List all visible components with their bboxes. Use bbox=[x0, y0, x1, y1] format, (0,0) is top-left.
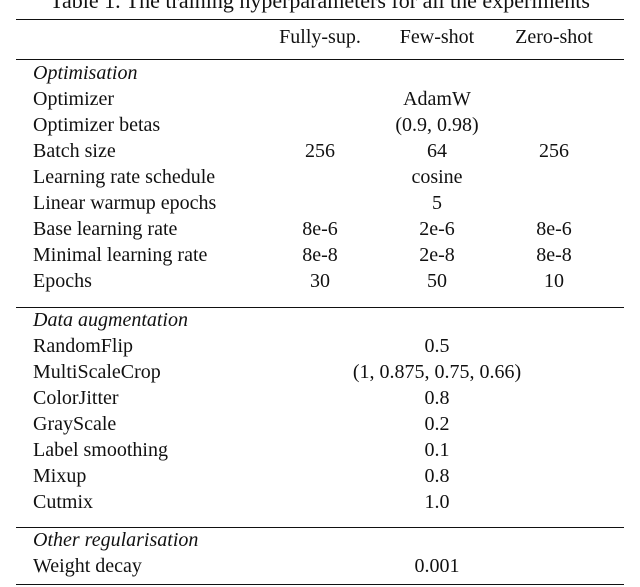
row-label: Linear warmup epochs bbox=[33, 192, 217, 214]
row-label: RandomFlip bbox=[33, 335, 134, 357]
cell-value: 8e-8 bbox=[536, 244, 572, 266]
cell-value: 8e-6 bbox=[536, 218, 572, 240]
row-label: GrayScale bbox=[33, 413, 117, 435]
cell-value: 2e-6 bbox=[419, 218, 455, 240]
shared-value: AdamW bbox=[403, 88, 471, 110]
shared-value: 1.0 bbox=[424, 491, 450, 513]
row-label: Cutmix bbox=[33, 491, 94, 513]
cell-value: 256 bbox=[539, 140, 569, 162]
section-title: Optimisation bbox=[33, 62, 138, 84]
row-label: Label smoothing bbox=[33, 439, 168, 461]
table-row: Learning rate schedule cosine bbox=[0, 164, 640, 190]
table-row: Weight decay 0.001 bbox=[0, 553, 640, 579]
header-rule bbox=[16, 59, 624, 60]
shared-value: 0.8 bbox=[424, 465, 450, 487]
shared-value: 0.1 bbox=[424, 439, 450, 461]
header-row: Fully-sup. Few-shot Zero-shot bbox=[0, 24, 640, 50]
cell-value: 2e-8 bbox=[419, 244, 455, 266]
shared-value: 0.8 bbox=[424, 387, 450, 409]
table-caption: Table 1. The training hyperparameters fo… bbox=[50, 0, 590, 13]
table-row: Cutmix 1.0 bbox=[0, 489, 640, 515]
table-row: Mixup 0.8 bbox=[0, 463, 640, 489]
top-rule bbox=[16, 19, 624, 20]
row-label: Optimizer betas bbox=[33, 114, 161, 136]
row-label: MultiScaleCrop bbox=[33, 361, 161, 383]
row-label: Weight decay bbox=[33, 555, 142, 577]
section-header-row: Other regularisation bbox=[0, 527, 640, 553]
section-header-row: Data augmentation bbox=[0, 307, 640, 333]
column-header: Zero-shot bbox=[515, 26, 593, 48]
bottom-rule bbox=[16, 584, 624, 585]
cell-value: 8e-6 bbox=[302, 218, 338, 240]
cell-value: 50 bbox=[427, 270, 447, 292]
row-label: Minimal learning rate bbox=[33, 244, 208, 266]
section-title: Data augmentation bbox=[33, 309, 188, 331]
table-row: Batch size 256 64 256 bbox=[0, 138, 640, 164]
column-header: Fully-sup. bbox=[279, 26, 361, 48]
table-row: RandomFlip 0.5 bbox=[0, 333, 640, 359]
table-row: Optimizer betas (0.9, 0.98) bbox=[0, 112, 640, 138]
table-row: GrayScale 0.2 bbox=[0, 411, 640, 437]
shared-value: 5 bbox=[432, 192, 442, 214]
section-title: Other regularisation bbox=[33, 529, 199, 551]
table-row: Optimizer AdamW bbox=[0, 86, 640, 112]
table-row: MultiScaleCrop (1, 0.875, 0.75, 0.66) bbox=[0, 359, 640, 385]
table-row: Minimal learning rate 8e-8 2e-8 8e-8 bbox=[0, 242, 640, 268]
table-row: Base learning rate 8e-6 2e-6 8e-6 bbox=[0, 216, 640, 242]
row-label: Optimizer bbox=[33, 88, 115, 110]
column-header: Few-shot bbox=[399, 26, 475, 48]
row-label: Batch size bbox=[33, 140, 116, 162]
shared-value: 0.001 bbox=[414, 555, 460, 577]
section-rule bbox=[16, 307, 624, 308]
table-row: Linear warmup epochs 5 bbox=[0, 190, 640, 216]
shared-value: cosine bbox=[411, 166, 463, 188]
row-label: Epochs bbox=[33, 270, 92, 292]
row-label: Learning rate schedule bbox=[33, 166, 216, 188]
cell-value: 256 bbox=[305, 140, 335, 162]
section-rule bbox=[16, 527, 624, 528]
table-row: Label smoothing 0.1 bbox=[0, 437, 640, 463]
cell-value: 64 bbox=[427, 140, 447, 162]
shared-value: (0.9, 0.98) bbox=[395, 114, 479, 136]
table-row: ColorJitter 0.8 bbox=[0, 385, 640, 411]
row-label: Mixup bbox=[33, 465, 87, 487]
row-label: ColorJitter bbox=[33, 387, 119, 409]
cell-value: 8e-8 bbox=[302, 244, 338, 266]
row-label: Base learning rate bbox=[33, 218, 178, 240]
shared-value: (1, 0.875, 0.75, 0.66) bbox=[352, 361, 522, 383]
table-row: Epochs 30 50 10 bbox=[0, 268, 640, 294]
section-header-row: Optimisation bbox=[0, 60, 640, 86]
shared-value: 0.2 bbox=[424, 413, 450, 435]
shared-value: 0.5 bbox=[424, 335, 450, 357]
cell-value: 10 bbox=[544, 270, 564, 292]
cell-value: 30 bbox=[310, 270, 330, 292]
